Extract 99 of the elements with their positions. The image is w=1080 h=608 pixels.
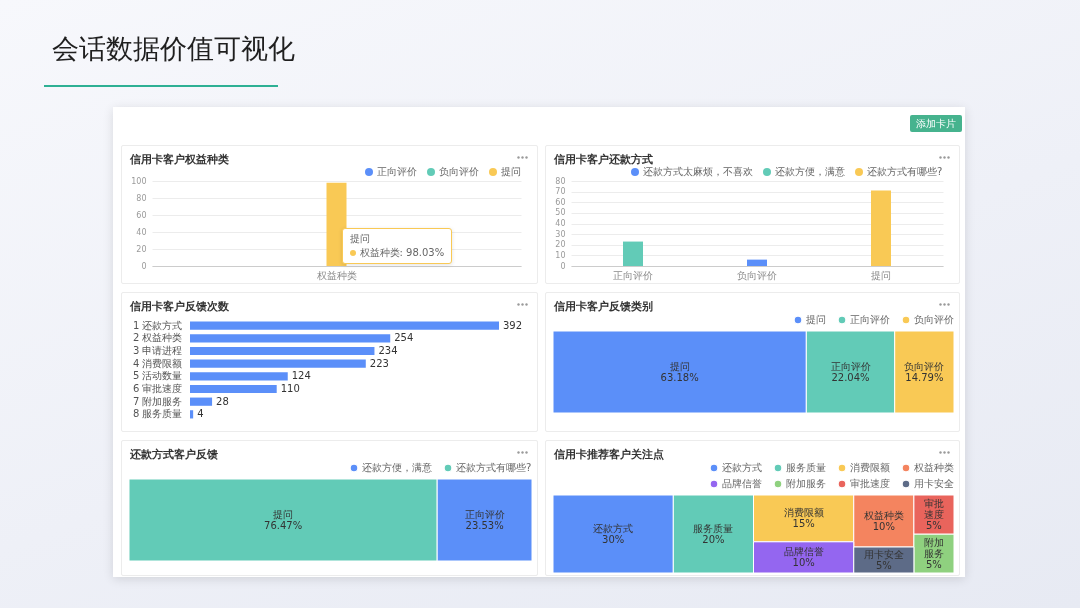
data-label: 23.53% bbox=[465, 519, 504, 531]
y-tick-label: 1 还款方式 bbox=[132, 319, 183, 331]
bar bbox=[190, 346, 375, 356]
bar bbox=[190, 410, 194, 419]
y-tick-label: 20 bbox=[136, 244, 147, 254]
legend-label: 还款方便，满意 bbox=[362, 462, 432, 473]
data-label: 124 bbox=[291, 370, 311, 382]
data-label: 4 bbox=[197, 408, 204, 420]
data-label: 30% bbox=[602, 533, 625, 545]
legend-label: 附加服务 bbox=[786, 478, 826, 489]
data-label: 5% bbox=[875, 559, 892, 571]
data-label: 10% bbox=[792, 556, 815, 568]
x-tick-label: 负向评价 bbox=[737, 269, 777, 281]
bar bbox=[190, 321, 499, 330]
text: 负向评价 bbox=[904, 360, 945, 372]
text: 信用卡推荐客户关注点 bbox=[554, 447, 664, 462]
y-tick-label: 8 服务质量 bbox=[132, 408, 183, 420]
y-tick-label: 5 活动数量 bbox=[132, 370, 183, 382]
y-tick-label: 80 bbox=[555, 176, 566, 186]
legend-label: 正向评价 bbox=[377, 166, 417, 177]
data-label: 10% bbox=[872, 520, 895, 532]
legend-label: 审批速度 bbox=[850, 478, 890, 489]
legend-label: 用卡安全 bbox=[914, 478, 954, 489]
chart-title: 信用卡客户还款方式 bbox=[554, 152, 653, 167]
category-label: 用卡安全 bbox=[863, 548, 904, 560]
data-label: 392 bbox=[503, 319, 523, 331]
chart-title: 信用卡客户权益种类 bbox=[130, 152, 229, 167]
legend-label: 提问 bbox=[501, 166, 521, 177]
data-label: 254 bbox=[394, 332, 414, 344]
y-tick-label: 60 bbox=[555, 197, 566, 207]
text: 会话数据价值可视化 bbox=[52, 32, 295, 66]
data-label: 28 bbox=[216, 395, 229, 407]
y-tick-label: 0 bbox=[560, 261, 566, 271]
bar bbox=[190, 359, 366, 368]
legend-label: 还款方式有哪些? bbox=[456, 462, 532, 473]
legend-label: 还款方便，满意 bbox=[775, 166, 845, 177]
category-label: 品牌信誉 bbox=[783, 545, 824, 557]
data-label: 5% bbox=[926, 519, 942, 531]
y-tick-label: 40 bbox=[555, 219, 566, 228]
data-label: 15% bbox=[792, 517, 815, 529]
legend-label: 负向评价 bbox=[439, 166, 479, 177]
category-label: 附加服务 bbox=[923, 536, 944, 559]
legend-label: 服务质量 bbox=[786, 462, 826, 473]
text: 提问 bbox=[669, 360, 690, 372]
data-label: 76.47% bbox=[264, 519, 303, 531]
category-label: 服务质量 bbox=[693, 522, 734, 534]
category-label: 正向评价 bbox=[464, 508, 505, 520]
y-tick-label: 3 申请进程 bbox=[132, 344, 183, 356]
y-tick-label: 20 bbox=[555, 240, 566, 250]
legend-label: 权益种类 bbox=[913, 462, 954, 473]
category-label: 审批速度 bbox=[923, 497, 944, 520]
legend-label: 提问 bbox=[806, 314, 826, 325]
text: 信用卡客户反馈类别 bbox=[554, 299, 653, 314]
y-tick-label: 4 消费限额 bbox=[132, 357, 183, 369]
bar bbox=[190, 372, 288, 381]
data-label: 234 bbox=[378, 344, 398, 356]
legend-label: 还款方式 bbox=[722, 462, 762, 473]
bar bbox=[190, 334, 391, 343]
y-tick-label: 60 bbox=[136, 210, 147, 220]
y-tick-label: 0 bbox=[141, 261, 147, 271]
annotation: 提问 bbox=[349, 232, 370, 244]
category-label: 还款方式 bbox=[593, 522, 634, 534]
legend-label: 还款方式有哪些? bbox=[867, 166, 943, 177]
y-tick-label: 100 bbox=[131, 176, 147, 186]
text: 还款方式客户反馈 bbox=[130, 447, 218, 462]
tooltip: 提问 权益种类: 98.03% bbox=[341, 227, 453, 264]
y-tick-label: 2 权益种类 bbox=[132, 332, 183, 344]
bar bbox=[190, 397, 213, 406]
data-label: 14.79% bbox=[905, 371, 944, 383]
data-label: 5% bbox=[926, 558, 942, 570]
data-label: 63.18% bbox=[660, 371, 699, 383]
data-label: 20% bbox=[702, 533, 725, 545]
add-card-button: 添加卡片 bbox=[910, 115, 962, 132]
data-label: 22.04% bbox=[831, 371, 870, 383]
category-label: 权益种类 bbox=[862, 509, 904, 521]
y-tick-label: 50 bbox=[555, 208, 566, 218]
category-label: 消费限额 bbox=[783, 506, 824, 518]
bar bbox=[190, 384, 277, 394]
legend-label: 品牌信誉 bbox=[722, 478, 762, 489]
x-tick-label: 正向评价 bbox=[613, 269, 653, 281]
y-tick-label: 70 bbox=[555, 187, 566, 197]
x-tick-label: 提问 bbox=[871, 269, 891, 281]
chart-title: 信用卡客户反馈次数 bbox=[130, 299, 229, 314]
y-tick-label: 80 bbox=[136, 193, 147, 203]
category-label: 提问 bbox=[273, 508, 294, 520]
y-tick-label: 7 附加服务 bbox=[132, 395, 183, 407]
annotation: 权益种类: 98.03% bbox=[359, 246, 445, 258]
legend-label: 消费限额 bbox=[850, 462, 890, 473]
text: 正向评价 bbox=[830, 360, 871, 372]
legend-label: 负向评价 bbox=[914, 314, 954, 325]
legend-label: 正向评价 bbox=[850, 314, 890, 325]
y-tick-label: 30 bbox=[555, 229, 566, 239]
y-tick-label: 6 审批速度 bbox=[132, 383, 183, 395]
data-label: 110 bbox=[280, 383, 300, 395]
data-label: 223 bbox=[369, 357, 389, 369]
legend-label: 还款方式太麻烦，不喜欢 bbox=[643, 166, 753, 177]
y-tick-label: 10 bbox=[555, 250, 566, 260]
x-tick-label: 权益种类 bbox=[315, 269, 357, 281]
y-tick-label: 40 bbox=[136, 227, 147, 237]
